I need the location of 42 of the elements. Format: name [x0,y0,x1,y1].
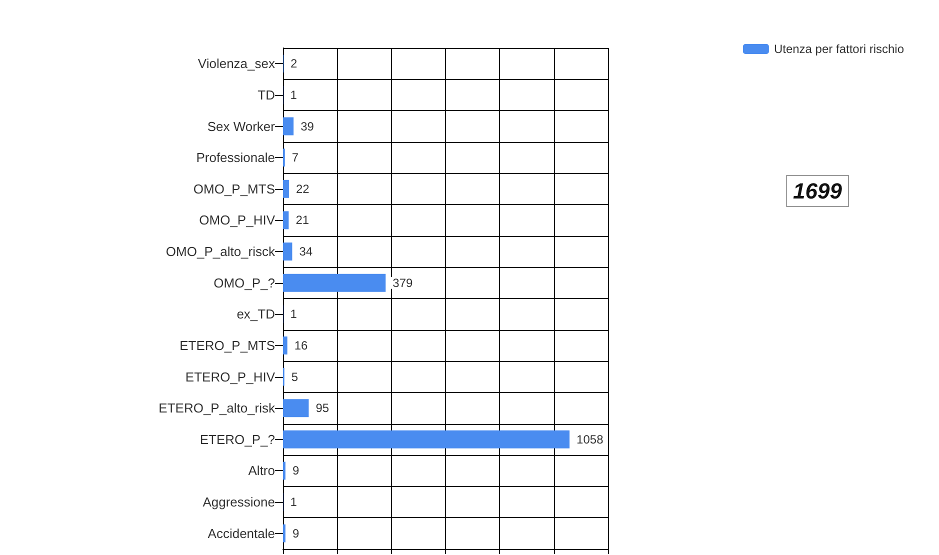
data-label: 16 [294,338,308,352]
y-tick-label: ETERO_P_? [200,432,275,447]
data-label: 95 [316,401,330,416]
y-tick-label: ETERO_P_alto_risk [158,400,276,416]
y-tick-label: Violenza_sex [198,56,276,72]
y-tick-label: ETERO_P_HIV [185,369,276,384]
bar [283,211,289,230]
bar [283,336,288,354]
data-label: 379 [392,276,413,290]
y-tick-label: OMO_P_MTS [193,181,276,196]
y-tick-label: Aggressione [202,494,275,510]
data-label: 34 [299,244,313,259]
y-tick-label: OMO_P_alto_risck [166,244,276,260]
y-tick-label: Sex Worker [207,118,276,134]
data-label: 1058 [576,432,604,446]
bar [283,399,309,418]
bar [283,274,386,292]
data-label: 7 [292,150,299,165]
data-label: 1 [290,495,298,510]
y-tick-label: OMO_P_HIV [199,212,276,228]
y-tick-label: OMO_P_? [214,275,275,290]
y-tick-label: Accidentale [208,526,275,541]
data-label: 1 [290,88,298,102]
y-tick-label: ETERO_P_MTS [180,338,276,353]
y-tick-label: Professionale [196,150,275,166]
legend-label: Utenza per fattori rischio [774,42,904,56]
data-label: 1 [290,307,298,322]
data-label: 2 [290,56,298,71]
data-label: 39 [300,119,314,134]
data-label: 21 [296,213,310,228]
data-label: 9 [292,464,300,478]
bar [283,242,292,261]
y-tick-label: ex_TD [236,306,275,322]
data-label: 22 [296,182,310,196]
bar [283,180,289,198]
y-tick-label: Altro [248,463,275,478]
data-label: 5 [291,370,298,384]
text: 1699 [793,178,843,204]
data-label: 9 [292,526,300,540]
bar [283,430,570,448]
bar [283,117,294,136]
y-tick-label: TD [258,87,275,102]
